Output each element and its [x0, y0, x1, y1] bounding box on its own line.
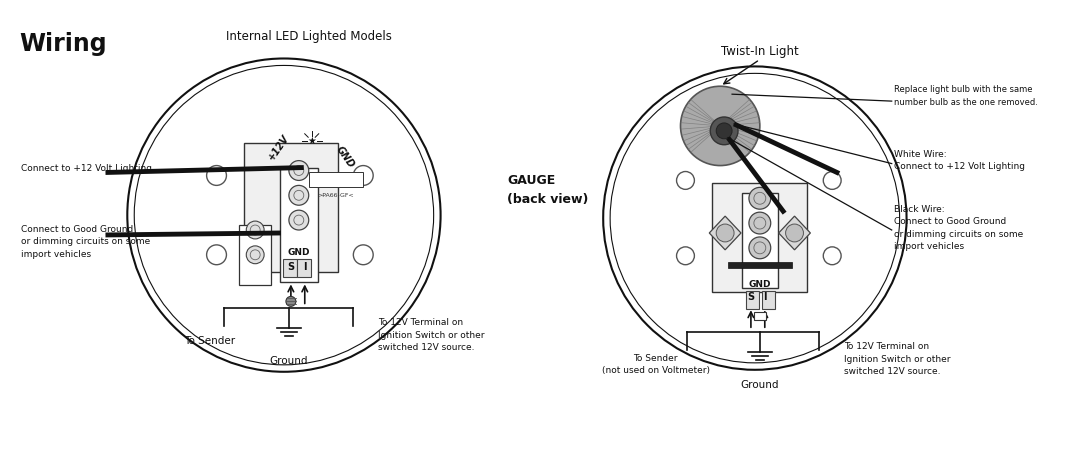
Circle shape: [246, 221, 264, 239]
Polygon shape: [778, 216, 811, 250]
Text: Connect to +12 Volt Lighting: Connect to +12 Volt Lighting: [22, 164, 153, 173]
Text: To Sender
(not used on Voltmeter): To Sender (not used on Voltmeter): [602, 354, 710, 375]
Text: GAUGE
(back view): GAUGE (back view): [507, 174, 588, 207]
Text: S: S: [287, 262, 295, 272]
Bar: [309, 171, 363, 187]
Text: Connect to Good Ground
or dimming circuits on some
import vehicles: Connect to Good Ground or dimming circui…: [22, 225, 150, 259]
Text: S: S: [747, 292, 755, 302]
Text: To Sender: To Sender: [184, 336, 235, 346]
Bar: [746, 291, 759, 309]
Polygon shape: [710, 216, 741, 250]
Circle shape: [289, 160, 309, 180]
Bar: [713, 183, 807, 292]
Circle shape: [716, 123, 732, 139]
Bar: [244, 143, 339, 272]
Text: I: I: [303, 262, 306, 272]
Text: Black Wire:
Connect to Good Ground
or dimming circuits on some
import vehicles: Black Wire: Connect to Good Ground or di…: [893, 205, 1023, 251]
Text: White Wire:
Connect to +12 Volt Lighting: White Wire: Connect to +12 Volt Lighting: [893, 150, 1024, 171]
Text: Ground: Ground: [741, 380, 779, 390]
Circle shape: [286, 296, 296, 307]
Text: Replace light bulb with the same
number bulb as the one removed.: Replace light bulb with the same number …: [893, 85, 1037, 107]
Text: GND: GND: [748, 280, 771, 289]
Text: Internal LED Lighted Models: Internal LED Lighted Models: [226, 30, 391, 43]
Bar: [240, 225, 271, 284]
Text: ★: ★: [307, 136, 316, 146]
Text: >PA66-GF<: >PA66-GF<: [317, 193, 354, 198]
Circle shape: [749, 237, 771, 259]
Circle shape: [749, 212, 771, 234]
Circle shape: [749, 187, 771, 209]
Text: Ground: Ground: [270, 356, 309, 366]
Text: Wiring: Wiring: [19, 32, 106, 56]
Bar: [754, 312, 765, 320]
Text: GND: GND: [288, 248, 310, 257]
Circle shape: [246, 246, 264, 264]
Bar: [742, 193, 777, 288]
Circle shape: [716, 224, 734, 242]
Bar: [280, 168, 317, 282]
Text: To 12V Terminal on
Ignition Switch or other
switched 12V source.: To 12V Terminal on Ignition Switch or ot…: [378, 318, 485, 352]
Circle shape: [711, 117, 739, 145]
Text: Twist-In Light: Twist-In Light: [721, 45, 799, 58]
Circle shape: [680, 86, 760, 165]
Circle shape: [289, 185, 309, 205]
Bar: [283, 259, 297, 277]
Circle shape: [289, 210, 309, 230]
Bar: [297, 259, 311, 277]
Text: I: I: [763, 292, 766, 302]
Text: +12V: +12V: [267, 133, 291, 163]
Text: To 12V Terminal on
Ignition Switch or other
switched 12V source.: To 12V Terminal on Ignition Switch or ot…: [844, 342, 950, 376]
Bar: [762, 291, 775, 309]
Text: GND: GND: [334, 145, 357, 171]
Bar: [728, 262, 791, 268]
Circle shape: [786, 224, 803, 242]
